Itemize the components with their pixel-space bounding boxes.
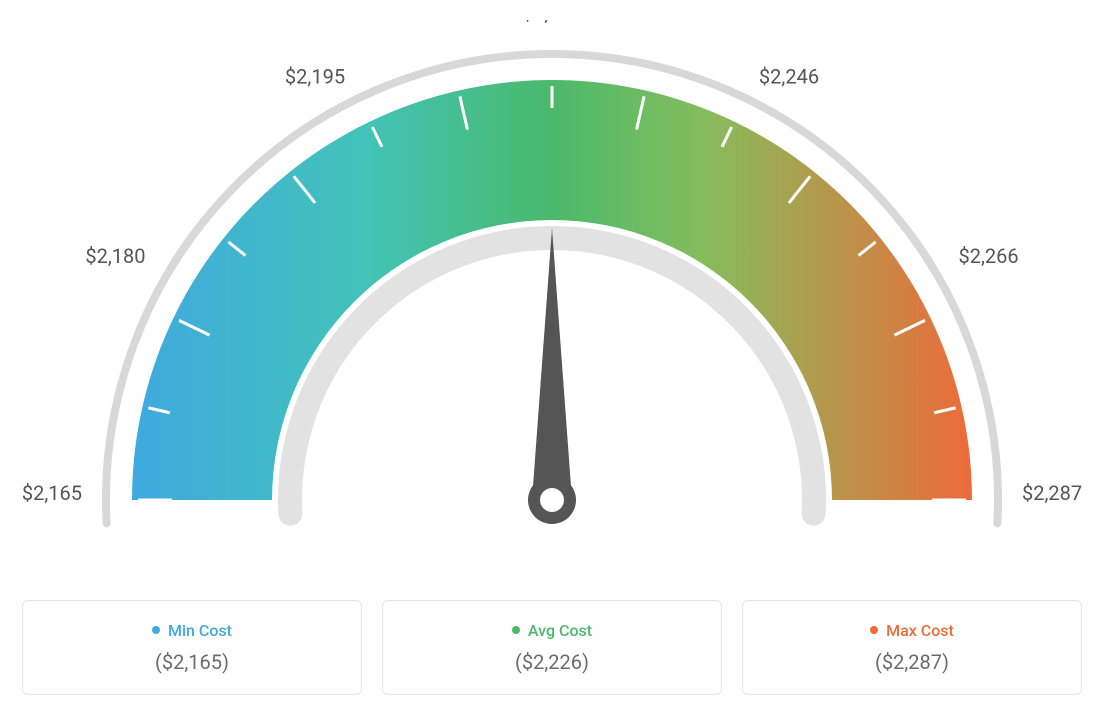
svg-text:$2,246: $2,246 bbox=[759, 65, 819, 89]
min-cost-value: ($2,165) bbox=[47, 650, 337, 674]
min-cost-card: Min Cost ($2,165) bbox=[22, 600, 362, 695]
summary-cards: Min Cost ($2,165) Avg Cost ($2,226) Max … bbox=[20, 600, 1084, 695]
max-cost-value: ($2,287) bbox=[767, 650, 1057, 674]
max-cost-title: Max Cost bbox=[870, 621, 954, 640]
max-cost-label: Max Cost bbox=[886, 621, 954, 640]
svg-text:$2,266: $2,266 bbox=[958, 244, 1018, 268]
avg-cost-value: ($2,226) bbox=[407, 650, 697, 674]
svg-text:$2,287: $2,287 bbox=[1022, 481, 1082, 505]
gauge-chart: $2,165 $2,180 $2,195 $2,226 $2,246 $2,266 $2,2… bbox=[22, 20, 1082, 580]
avg-cost-card: Avg Cost ($2,226) bbox=[382, 600, 722, 695]
svg-text:$2,165: $2,165 bbox=[22, 481, 82, 505]
min-cost-label: Min Cost bbox=[168, 621, 232, 640]
svg-text:$2,180: $2,180 bbox=[85, 244, 145, 268]
dot-icon bbox=[152, 626, 160, 634]
gauge-svg: $2,165 $2,180 $2,195 $2,226 $2,246 $2,266 $2,2… bbox=[22, 20, 1082, 580]
avg-cost-title: Avg Cost bbox=[512, 621, 592, 640]
svg-text:$2,195: $2,195 bbox=[285, 65, 345, 89]
svg-text:$2,226: $2,226 bbox=[522, 20, 582, 25]
dot-icon bbox=[870, 626, 878, 634]
avg-cost-label: Avg Cost bbox=[528, 621, 592, 640]
min-cost-title: Min Cost bbox=[152, 621, 232, 640]
max-cost-card: Max Cost ($2,287) bbox=[742, 600, 1082, 695]
dot-icon bbox=[512, 626, 520, 634]
